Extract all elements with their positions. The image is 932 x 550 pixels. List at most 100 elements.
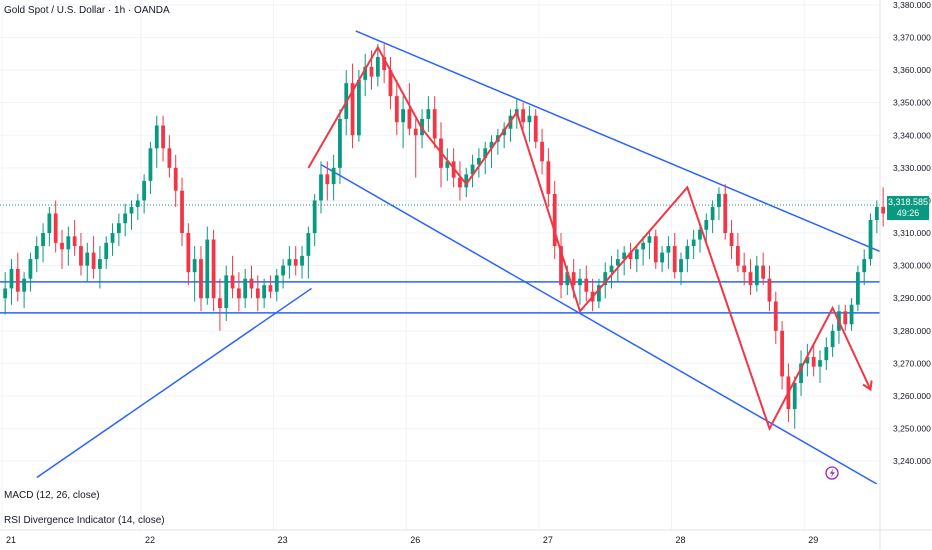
candle-body [571, 272, 576, 286]
candle [691, 229, 696, 260]
candle-body [426, 109, 431, 119]
y-tick-label: 3,380.000 [893, 0, 931, 10]
candle [578, 268, 582, 305]
candle-body [331, 167, 336, 185]
candle [205, 226, 210, 305]
pattern-line[interactable] [307, 45, 872, 432]
candle-body [559, 246, 563, 286]
candle-body [53, 213, 58, 243]
candle [413, 118, 418, 178]
candle [363, 53, 368, 97]
candle-body [597, 285, 601, 302]
candle [761, 252, 766, 286]
candle [72, 220, 77, 256]
candle-body [527, 115, 532, 123]
candle [9, 259, 14, 305]
candle-body [628, 252, 633, 260]
candle-body [780, 330, 784, 377]
candle-body [483, 148, 488, 159]
candle-body [79, 246, 83, 266]
candle [3, 272, 8, 315]
candle-body [60, 242, 64, 250]
candle [615, 249, 620, 282]
candle [521, 102, 526, 129]
candle [173, 154, 178, 207]
candle [881, 187, 886, 227]
candle-body [243, 278, 248, 299]
x-tick-label: 23 [278, 535, 288, 545]
candle [717, 187, 721, 220]
candle [236, 272, 241, 312]
candle [584, 265, 589, 302]
candle-body [849, 304, 854, 325]
candle-body [325, 174, 330, 185]
candle-body [180, 190, 184, 234]
x-tick-label: 29 [808, 535, 818, 545]
y-tick-label: 3,310.000 [893, 228, 931, 238]
candle [843, 304, 848, 331]
candle-body [432, 109, 437, 139]
candle [116, 213, 121, 247]
lightning-icon[interactable] [825, 466, 839, 480]
countdown-timer: 49:26 [896, 208, 920, 218]
candle [325, 161, 330, 201]
candle [735, 233, 740, 273]
candle [91, 236, 96, 279]
candle-body [3, 288, 8, 299]
candle [312, 193, 317, 247]
candle-body [830, 330, 835, 348]
candle-body [369, 66, 374, 77]
candle-body [186, 233, 191, 273]
candle-body [578, 278, 582, 286]
candle-body [653, 236, 658, 263]
trendlines [0, 30, 932, 484]
candle [230, 255, 235, 299]
candle [742, 252, 747, 286]
macd-indicator-label[interactable]: MACD (12, 26, close) [4, 490, 100, 501]
candle-body [647, 236, 652, 243]
trendline-3[interactable] [320, 163, 878, 484]
trendline-4[interactable] [36, 287, 312, 479]
candle-body [192, 259, 197, 273]
y-tick-label: 3,360.000 [893, 65, 931, 75]
candle-body [363, 66, 368, 80]
candle-body [565, 272, 570, 286]
candle [862, 249, 867, 286]
candle [748, 259, 753, 295]
candle-body [9, 268, 14, 289]
chart-title: Gold Spot / U.S. Dollar · 1h · OANDA [4, 5, 170, 16]
candle [85, 242, 90, 282]
x-tick-label: 27 [543, 535, 553, 545]
candle [148, 141, 153, 194]
candle [142, 174, 147, 214]
candle-body [262, 285, 267, 299]
candle-body [66, 236, 71, 250]
candle-body [729, 233, 734, 247]
candle [818, 350, 822, 383]
candle-body [445, 161, 450, 168]
candle [729, 220, 734, 260]
candle-body [281, 265, 285, 276]
y-tick-label: 3,250.000 [893, 424, 931, 434]
candle [792, 376, 797, 429]
candle [666, 236, 671, 269]
candle [432, 96, 437, 149]
candle-body [274, 275, 279, 292]
candle-body [116, 223, 121, 234]
candle [79, 233, 83, 276]
candle-body [874, 206, 879, 220]
candle [540, 128, 544, 175]
candle [773, 291, 778, 344]
trendline-2[interactable] [355, 30, 932, 282]
candle [849, 298, 854, 331]
candle-body [350, 83, 355, 136]
candle [489, 135, 494, 168]
candle [533, 109, 538, 149]
candle [104, 236, 109, 269]
candle [186, 223, 191, 286]
candle-body [792, 382, 797, 410]
rsi-indicator-label[interactable]: RSI Divergence Indicator (14, close) [4, 515, 165, 526]
candle [458, 161, 462, 201]
candle-body [855, 272, 860, 305]
